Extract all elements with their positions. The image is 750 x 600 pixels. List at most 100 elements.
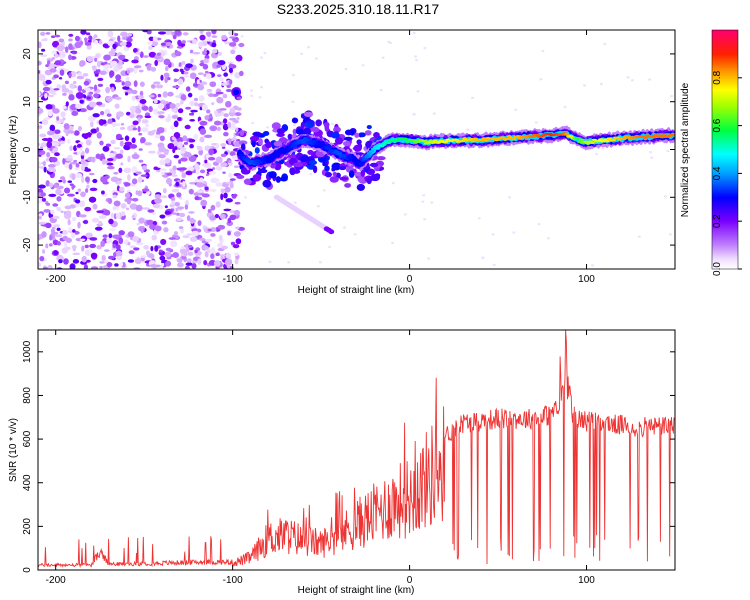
noise-blob bbox=[202, 63, 209, 70]
noise-blob bbox=[210, 204, 216, 211]
noise-blob bbox=[152, 203, 161, 209]
y-tick-label: 20 bbox=[22, 48, 33, 60]
noise-blob bbox=[139, 51, 144, 58]
noise-blob bbox=[85, 259, 91, 263]
noise-speck bbox=[663, 195, 667, 198]
noise-blob bbox=[168, 237, 176, 240]
noise-blob bbox=[89, 237, 98, 241]
noise-blob bbox=[193, 97, 199, 102]
noise-blob bbox=[125, 76, 130, 82]
noise-blob bbox=[154, 197, 163, 204]
x-tick-label: -100 bbox=[223, 274, 243, 285]
colorbar-tick-label: 0.6 bbox=[712, 118, 723, 132]
noise-blob bbox=[192, 38, 198, 45]
ridge-scatter-blob bbox=[360, 169, 366, 177]
noise-blob bbox=[50, 156, 58, 163]
noise-blob bbox=[118, 54, 126, 61]
noise-blob bbox=[49, 124, 56, 132]
noise-blob bbox=[166, 177, 172, 185]
noise-blob bbox=[114, 96, 122, 100]
noise-speck bbox=[512, 231, 516, 234]
noise-blob bbox=[88, 172, 95, 176]
ridge-scatter-blob bbox=[243, 178, 252, 185]
noise-blob bbox=[40, 142, 48, 148]
noise-blob bbox=[86, 56, 94, 62]
noise-blob bbox=[115, 212, 121, 219]
noise-blob bbox=[99, 110, 105, 116]
noise-blob bbox=[43, 37, 48, 42]
noise-blob bbox=[124, 80, 132, 87]
noise-blob bbox=[164, 260, 172, 267]
noise-blob bbox=[40, 54, 48, 57]
noise-blob bbox=[161, 262, 165, 267]
noise-blob bbox=[228, 160, 232, 164]
noise-blob bbox=[124, 92, 129, 96]
ridge-segment bbox=[472, 137, 479, 140]
noise-blob bbox=[211, 42, 217, 48]
noise-blob bbox=[188, 138, 193, 143]
noise-blob bbox=[177, 108, 184, 114]
noise-blob bbox=[72, 252, 81, 256]
ridge-scatter-blob bbox=[258, 138, 263, 146]
noise-blob bbox=[209, 81, 217, 88]
snr-content bbox=[37, 329, 675, 569]
ridge-segment bbox=[670, 134, 675, 137]
noise-blob bbox=[191, 263, 197, 269]
noise-blob bbox=[59, 69, 65, 76]
noise-blob bbox=[208, 93, 214, 98]
noise-blob bbox=[137, 117, 142, 123]
noise-blob bbox=[209, 188, 217, 193]
noise-blob bbox=[58, 179, 63, 183]
noise-blob bbox=[79, 200, 86, 208]
noise-blob bbox=[174, 146, 178, 151]
noise-blob bbox=[44, 117, 51, 120]
noise-blob bbox=[137, 95, 145, 100]
noise-blob bbox=[184, 124, 191, 130]
ridge-scatter-blob bbox=[299, 155, 310, 162]
noise-blob bbox=[222, 118, 228, 124]
noise-blob bbox=[227, 61, 234, 65]
noise-blob bbox=[170, 240, 178, 248]
noise-blob bbox=[159, 168, 167, 172]
noise-blob bbox=[42, 160, 46, 167]
noise-blob bbox=[106, 261, 113, 268]
noise-blob bbox=[134, 258, 142, 265]
noise-blob bbox=[147, 130, 155, 136]
ridge-scatter-blob bbox=[307, 149, 314, 155]
noise-speck bbox=[403, 213, 407, 216]
noise-blob bbox=[80, 30, 87, 35]
noise-blob bbox=[215, 201, 221, 208]
noise-blob bbox=[157, 31, 166, 35]
noise-blob bbox=[63, 258, 69, 265]
noise-blob bbox=[53, 142, 60, 146]
noise-blob bbox=[166, 172, 173, 176]
noise-blob bbox=[46, 141, 53, 148]
ridge-segment bbox=[311, 140, 317, 143]
noise-blob bbox=[131, 137, 136, 144]
noise-blob bbox=[159, 51, 166, 57]
noise-blob bbox=[228, 30, 236, 36]
noise-blob bbox=[55, 188, 62, 195]
noise-blob bbox=[147, 209, 155, 213]
ridge-scatter-blob bbox=[249, 135, 260, 142]
noise-speck bbox=[668, 233, 672, 236]
noise-blob bbox=[167, 143, 175, 150]
noise-blob bbox=[100, 176, 108, 183]
noise-blob bbox=[51, 226, 56, 230]
noise-blob bbox=[118, 237, 124, 245]
noise-speck bbox=[342, 226, 346, 229]
noise-blob bbox=[92, 65, 97, 72]
noise-blob bbox=[199, 34, 206, 41]
noise-blob bbox=[82, 72, 89, 77]
noise-blob bbox=[99, 140, 104, 146]
ridge-scatter-blob bbox=[265, 141, 272, 149]
noise-blob bbox=[189, 143, 194, 149]
noise-speck bbox=[648, 78, 652, 81]
noise-blob bbox=[70, 231, 76, 239]
ridge-segment bbox=[659, 135, 665, 139]
noise-blob bbox=[204, 159, 208, 164]
noise-blob bbox=[190, 58, 194, 64]
noise-blob bbox=[229, 42, 237, 47]
ridge-segment bbox=[305, 138, 311, 141]
